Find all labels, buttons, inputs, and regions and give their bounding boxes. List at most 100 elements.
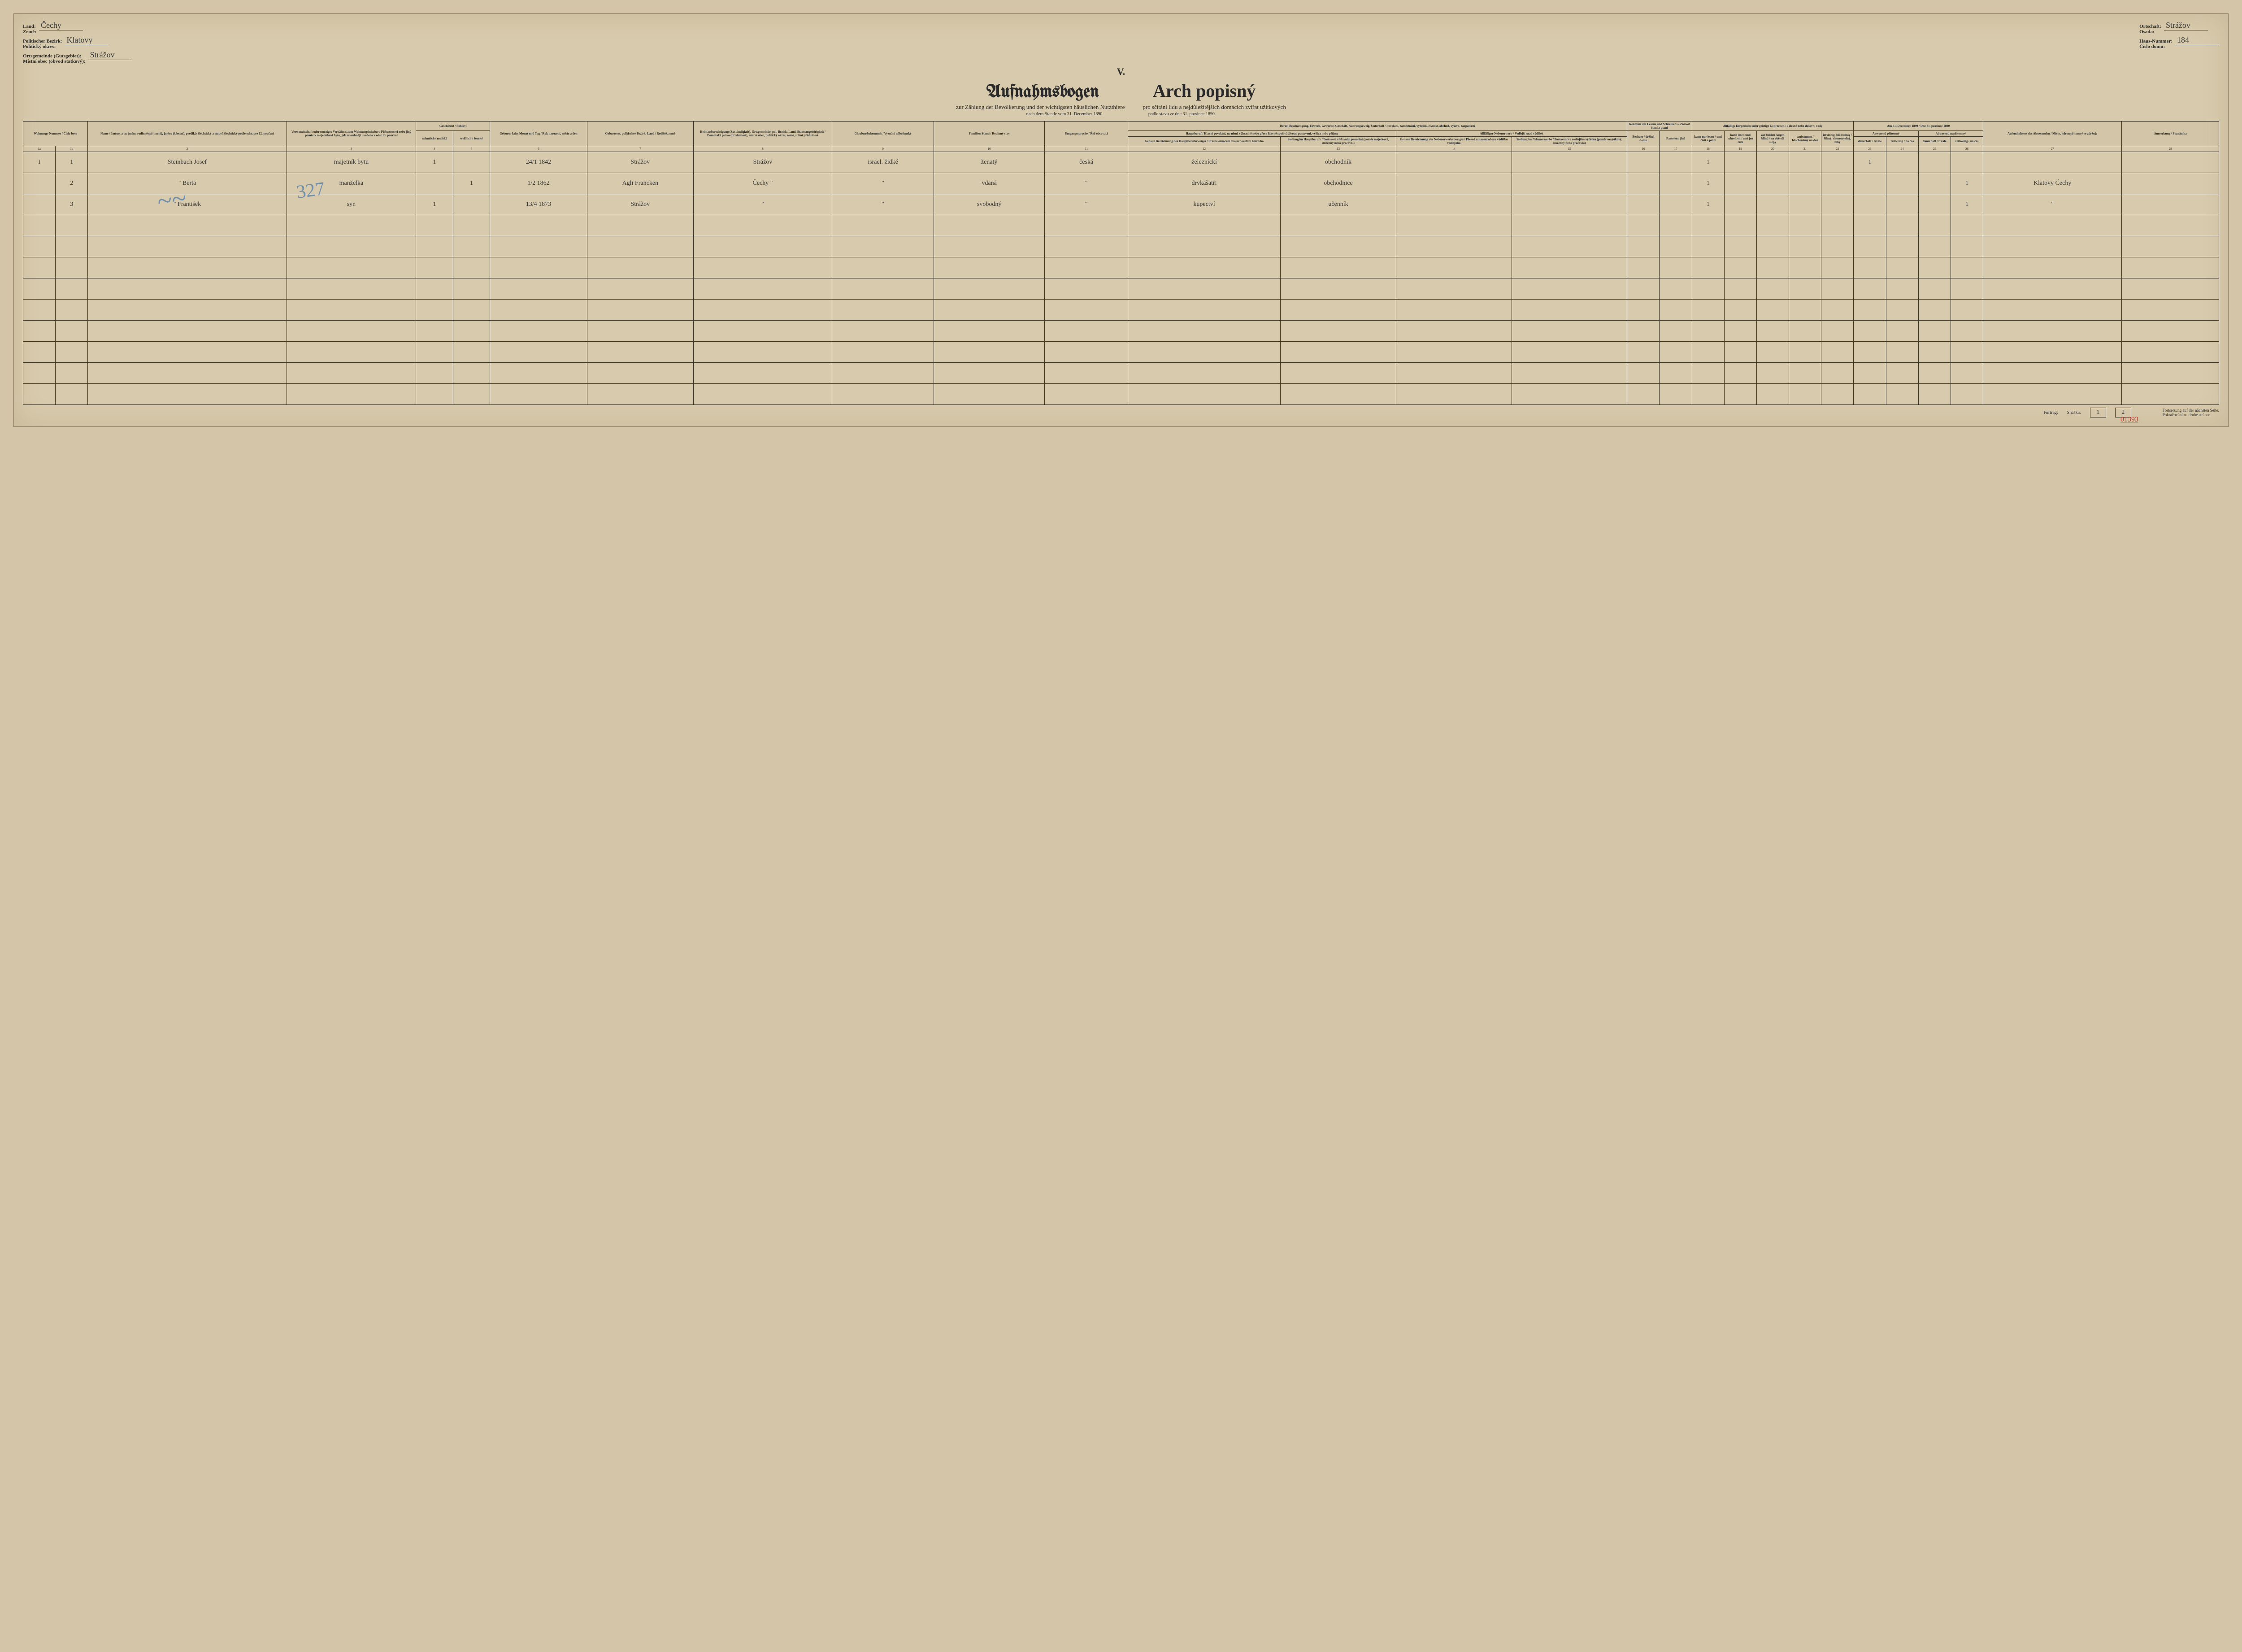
column-number: 16 <box>1627 146 1660 152</box>
cell-note <box>2122 194 2219 215</box>
cell-lit2 <box>1660 194 1692 215</box>
cell-wnA <box>23 173 56 194</box>
cell-wnB: 1 <box>56 152 88 173</box>
cell-f <box>453 194 490 215</box>
cell-wnB: 2 <box>56 173 88 194</box>
column-number: 20 <box>1756 146 1789 152</box>
column-number: 12 <box>1128 146 1280 152</box>
cell-d2 <box>1724 152 1756 173</box>
meta-label: Ortschaft:Osada: <box>2139 24 2161 35</box>
cell-occ_d <box>1512 173 1627 194</box>
cell-p3 <box>1918 173 1951 194</box>
column-header: auf beiden Augen blind / na obě oči slep… <box>1756 131 1789 146</box>
cell-m <box>416 173 453 194</box>
column-header: Geburts-Jahr, Monat und Tag / Rok naroze… <box>490 122 587 146</box>
column-number: 25 <box>1918 146 1951 152</box>
cell-p1 <box>1854 173 1886 194</box>
column-number: 2 <box>88 146 287 152</box>
cell-born: Strážov <box>587 194 693 215</box>
cell-occ_c <box>1396 152 1512 173</box>
cell-occ_c <box>1396 173 1512 194</box>
column-header: Aufenthaltsort des Abwesenden / Místo, k… <box>1983 122 2122 146</box>
column-number: 23 <box>1854 146 1886 152</box>
cell-lit1 <box>1627 152 1660 173</box>
meta-label: Ortsgemeinde (Gutsgebiet):Místní obec (o… <box>23 53 86 64</box>
column-header: Kenntnis des Lesens und Schreibens / Zna… <box>1627 122 1692 131</box>
cell-born: Strážov <box>587 152 693 173</box>
cell-rel: manželka <box>287 173 416 194</box>
column-number: 1a <box>23 146 56 152</box>
cell-p2 <box>1886 173 1918 194</box>
column-header: Glaubensbekenntnis / Vyznání náboženské <box>832 122 934 146</box>
column-header: Familien-Stand / Rodinný stav <box>934 122 1044 146</box>
column-header: Stellung im Nebenerwerbe / Postavení ve … <box>1512 137 1627 146</box>
cell-birth: 24/1 1842 <box>490 152 587 173</box>
table-row: 3" Františeksyn113/4 1873Strážov""svobod… <box>23 194 2219 215</box>
cell-home: " <box>693 194 832 215</box>
date-german: nach dem Stande vom 31. December 1890. <box>1026 112 1104 117</box>
census-sheet: Land:Země:ČechyPolitischer Bezirk:Politi… <box>13 13 2229 427</box>
table-row-empty <box>23 257 2219 278</box>
column-header: dauerhaft / trvale <box>1854 137 1886 146</box>
column-number: 11 <box>1045 146 1128 152</box>
meta-label: Land:Země: <box>23 24 36 35</box>
cell-d3 <box>1756 152 1789 173</box>
continuation-cz: Pokračování na druhé stránce. <box>2163 413 2219 417</box>
column-header: Parteien / jiné <box>1660 131 1692 146</box>
cell-d5 <box>1821 194 1854 215</box>
cell-occ_a: kupectví <box>1128 194 1280 215</box>
cell-d1: 1 <box>1692 152 1724 173</box>
column-header: Am 31. December 1890 / Dne 31. prosince … <box>1854 122 1983 131</box>
date-row: nach dem Stande vom 31. December 1890. p… <box>23 112 2219 117</box>
column-header: Verwandtschaft oder sonstiges Verhältnis… <box>287 122 416 146</box>
cell-d4 <box>1789 152 1821 173</box>
cell-relig: " <box>832 194 934 215</box>
archive-stamp-number: 01393 <box>2120 416 2138 424</box>
table-row-empty <box>23 215 2219 236</box>
column-number: 24 <box>1886 146 1918 152</box>
cell-m: 1 <box>416 152 453 173</box>
meta-field: Haus-Nummer:Číslo domu:184 <box>2139 35 2219 49</box>
cell-occ_a: drvkašatři <box>1128 173 1280 194</box>
cell-occ_b: obchodnice <box>1281 173 1396 194</box>
column-header: Wohnungs-Nummer / Číslo bytu <box>23 122 88 146</box>
column-header: zeitweilig / na čas <box>1951 137 1983 146</box>
cell-p4 <box>1951 152 1983 173</box>
cell-p1: 1 <box>1854 152 1886 173</box>
table-row-empty <box>23 384 2219 405</box>
table-row: 2" Bertamanželka11/2 1862Agli FranckenČe… <box>23 173 2219 194</box>
cell-fam: svobodný <box>934 194 1044 215</box>
meta-value: Klatovy <box>65 35 109 45</box>
table-row-empty <box>23 278 2219 300</box>
cell-rel: majetník bytu <box>287 152 416 173</box>
column-header: Umgangssprache / Řeč obcovací <box>1045 122 1128 146</box>
cell-d2 <box>1724 173 1756 194</box>
cell-fam: vdaná <box>934 173 1044 194</box>
cell-f: 1 <box>453 173 490 194</box>
cell-name: Steinbach Josef <box>88 152 287 173</box>
column-number: 7 <box>587 146 693 152</box>
column-header: Geschlecht / Pohlaví <box>416 122 490 131</box>
column-header: Genaue Bezeichnung des Nebenerwerbszweig… <box>1396 137 1512 146</box>
column-number: 26 <box>1951 146 1983 152</box>
cell-p3 <box>1918 194 1951 215</box>
cell-name: " Berta <box>88 173 287 194</box>
column-number: 1b <box>56 146 88 152</box>
table-data-rows: I1Steinbach Josefmajetník bytu124/1 1842… <box>23 152 2219 215</box>
continuation-de: Fortsetzung auf der nächsten Seite. <box>2163 408 2219 413</box>
sheet-roman-number: V. <box>23 66 2219 78</box>
column-header: Hauptberuf / Hlavní povolání, na němž vý… <box>1128 131 1396 137</box>
column-number: 19 <box>1724 146 1756 152</box>
cell-d4 <box>1789 173 1821 194</box>
top-right-fields: Ortschaft:Osada:StrážovHaus-Nummer:Číslo… <box>2139 21 2219 64</box>
cell-lit1 <box>1627 194 1660 215</box>
column-number: 4 <box>416 146 453 152</box>
cell-d5 <box>1821 173 1854 194</box>
table-header: Wohnungs-Nummer / Číslo bytuName / Jméno… <box>23 122 2219 152</box>
column-header: taubstumm / hluchoněmý na den <box>1789 131 1821 146</box>
census-table: Wohnungs-Nummer / Číslo bytuName / Jméno… <box>23 121 2219 405</box>
column-header: Anmerkung / Poznámka <box>2122 122 2219 146</box>
cell-occ_d <box>1512 152 1627 173</box>
cell-d2 <box>1724 194 1756 215</box>
cell-occ_a: železníckí <box>1128 152 1280 173</box>
